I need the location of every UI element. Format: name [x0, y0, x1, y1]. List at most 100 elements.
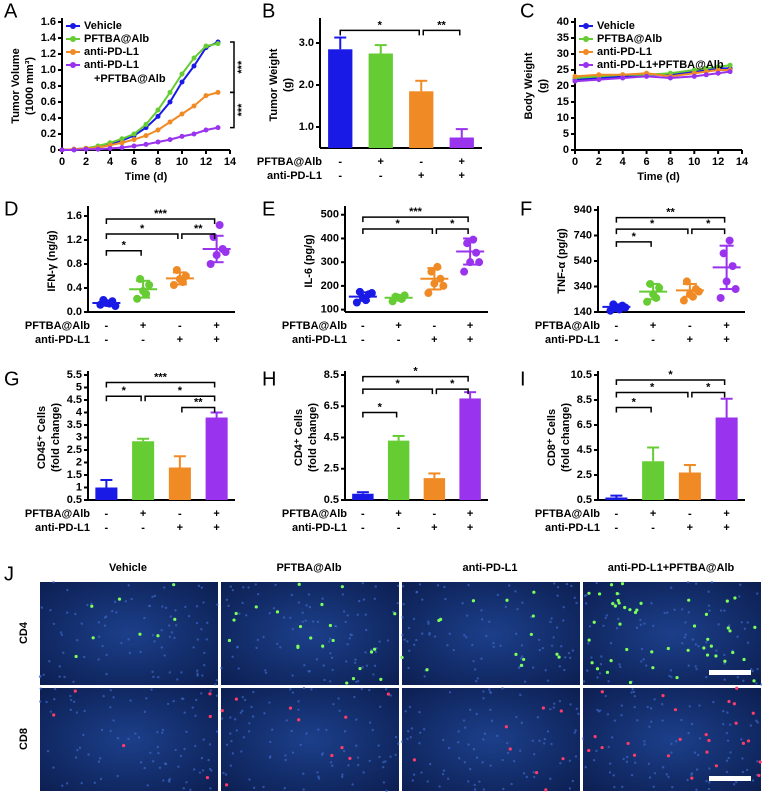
stained-cell — [138, 632, 142, 636]
nucleus-speck — [670, 751, 673, 754]
nucleus-speck — [272, 607, 276, 610]
nucleus-speck — [552, 636, 555, 639]
nucleus-speck — [356, 613, 359, 616]
nucleus-speck — [229, 716, 232, 719]
nucleus-speck — [550, 617, 553, 620]
nucleus-speck — [166, 702, 170, 706]
nucleus-speck — [755, 719, 758, 722]
nucleus-speck — [570, 584, 573, 588]
nucleus-speck — [592, 759, 596, 762]
nucleus-speck — [755, 682, 758, 685]
stained-cell — [728, 629, 732, 633]
nucleus-speck — [360, 687, 363, 691]
stained-cell — [616, 598, 620, 603]
nucleus-speck — [268, 701, 271, 704]
legend-label: Vehicle — [84, 20, 122, 32]
nucleus-speck — [187, 615, 191, 618]
nucleus-speck — [609, 642, 613, 645]
nucleus-speck — [553, 702, 556, 705]
y-tick-label: 4.5 — [324, 431, 339, 443]
nucleus-speck — [600, 655, 603, 658]
nucleus-speck — [348, 637, 351, 640]
stained-cell — [531, 614, 535, 618]
nucleus-speck — [248, 722, 251, 725]
nucleus-speck — [231, 752, 235, 755]
significance-bracket — [362, 388, 434, 395]
data-point — [133, 294, 142, 303]
stained-cell — [746, 739, 751, 743]
nucleus-speck — [759, 683, 762, 686]
stained-cell — [623, 605, 627, 610]
nucleus-speck — [433, 635, 437, 638]
data-point — [179, 133, 185, 139]
panel-letter: H — [262, 368, 276, 390]
nucleus-speck — [222, 771, 225, 775]
nucleus-speck — [341, 773, 344, 776]
nucleus-speck — [196, 638, 200, 641]
significance-bracket — [422, 29, 461, 36]
data-point — [596, 77, 602, 83]
stained-cell — [609, 583, 614, 587]
nucleus-speck — [143, 766, 146, 770]
data-point — [155, 113, 161, 119]
nucleus-speck — [350, 633, 353, 637]
significance-label: *** — [236, 60, 248, 74]
stained-cell — [625, 647, 629, 652]
nucleus-speck — [172, 699, 175, 703]
nucleus-speck — [742, 679, 745, 682]
nucleus-speck — [344, 660, 348, 663]
y-axis-label: (1000 mm³) — [24, 57, 36, 115]
nucleus-speck — [482, 738, 485, 741]
nucleus-speck — [53, 697, 56, 701]
stained-cell — [704, 733, 708, 737]
nucleus-speck — [72, 700, 76, 703]
nucleus-speck — [426, 780, 429, 783]
nucleus-speck — [643, 622, 646, 625]
nucleus-speck — [577, 712, 580, 716]
condition-label: PFTBA@Alb — [535, 320, 600, 332]
significance-label: * — [668, 369, 673, 381]
nucleus-speck — [242, 586, 245, 589]
condition-sign: - — [178, 320, 182, 332]
condition-sign: + — [177, 522, 183, 534]
nucleus-speck — [408, 649, 411, 653]
nucleus-speck — [536, 716, 540, 719]
nucleus-speck — [602, 624, 605, 628]
nucleus-speck — [370, 648, 373, 652]
nucleus-speck — [146, 784, 149, 787]
nucleus-speck — [355, 680, 358, 684]
nucleus-speck — [422, 728, 426, 731]
x-tick-label: 10 — [176, 156, 188, 168]
significance-bracket — [105, 233, 179, 239]
data-point — [143, 141, 149, 147]
nucleus-speck — [532, 775, 536, 779]
nucleus-speck — [708, 609, 711, 612]
y-tick-label: 10 — [557, 112, 569, 124]
data-point — [83, 146, 89, 152]
condition-sign: - — [141, 522, 145, 534]
nucleus-speck — [225, 598, 229, 601]
stained-cell — [379, 677, 383, 681]
nucleus-speck — [595, 581, 598, 585]
y-tick-label: 35 — [557, 32, 569, 44]
data-point — [367, 289, 376, 298]
micrograph — [402, 582, 580, 685]
nucleus-speck — [230, 739, 233, 743]
y-tick-label: 1.4 — [41, 32, 57, 44]
y-tick-label: 4 — [76, 406, 83, 418]
stained-cell — [173, 617, 177, 621]
y-tick-label: 2.5 — [67, 444, 82, 456]
data-point — [107, 145, 113, 151]
nucleus-speck — [468, 767, 472, 771]
nucleus-speck — [723, 678, 726, 681]
nucleus-speck — [291, 691, 295, 694]
nucleus-speck — [686, 778, 689, 782]
condition-sign: + — [378, 156, 384, 168]
x-tick-label: 8 — [667, 156, 673, 168]
nucleus-speck — [199, 692, 203, 695]
nucleus-speck — [105, 653, 108, 657]
x-tick-label: 2 — [83, 156, 89, 168]
stained-cell — [731, 650, 735, 655]
nucleus-speck — [421, 598, 424, 601]
nucleus-speck — [185, 730, 188, 733]
